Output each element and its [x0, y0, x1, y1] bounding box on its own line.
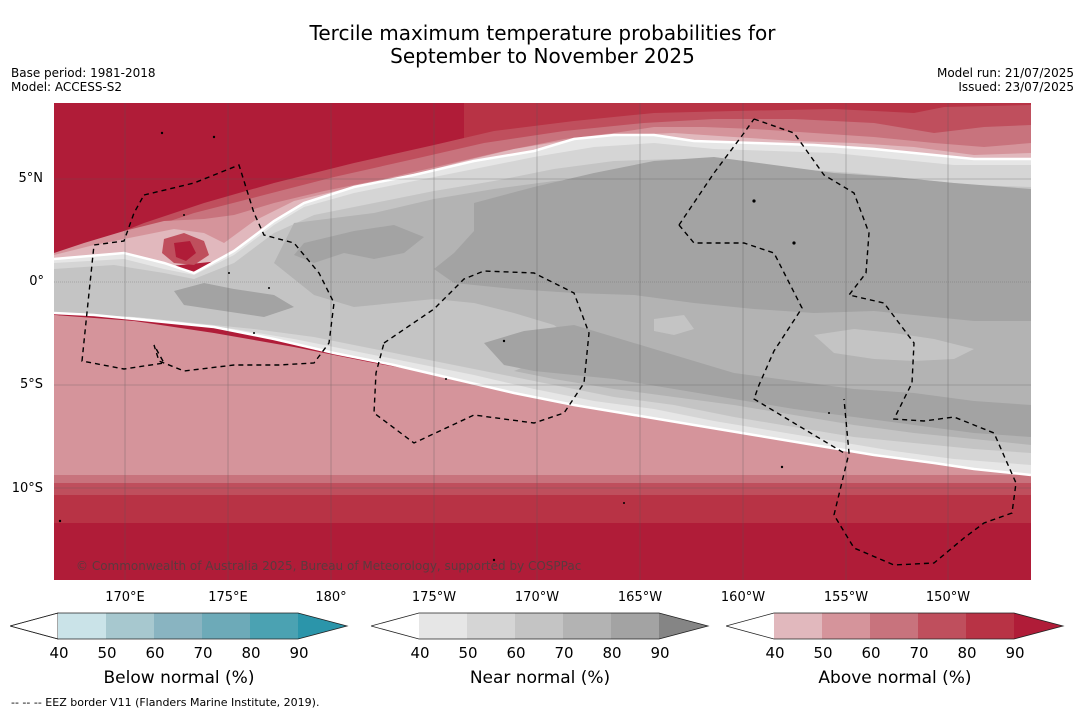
- cb-below-tick-70: 70: [193, 644, 213, 662]
- cb-near-segment-6: [659, 613, 708, 639]
- cb-near-segment-1: [419, 613, 467, 639]
- colorbar-below-normal: [10, 612, 349, 640]
- eez-footnote: -- -- -- EEZ border V11 (Flanders Marine…: [11, 696, 320, 709]
- model-name: Model: ACCESS-S2: [11, 80, 123, 94]
- meta-left: Base period: 1981-2018 Model: ACCESS-S2: [11, 66, 156, 94]
- cb-above-segment-3: [870, 613, 918, 639]
- issued-date: Issued: 23/07/2025: [958, 80, 1074, 94]
- title-line-1: Tercile maximum temperature probabilitie…: [309, 21, 776, 45]
- cb-below-segment-5: [250, 613, 298, 639]
- model-run: Model run: 21/07/2025: [936, 66, 1074, 80]
- lat-label-5n: 5°N: [18, 171, 44, 186]
- cb-above-tick-60: 60: [861, 644, 881, 662]
- cb-above-segment-4: [918, 613, 966, 639]
- near-normal-80-west-patch: [294, 225, 424, 263]
- cb-near-tick-80: 80: [602, 644, 622, 662]
- probability-map: [54, 103, 1031, 580]
- base-period: Base period: 1981-2018: [11, 66, 156, 80]
- cb-above-segment-0: [726, 613, 774, 639]
- cb-near-segment-4: [563, 613, 611, 639]
- cb-below-tick-90: 90: [289, 644, 309, 662]
- cb-below-title: Below normal (%): [103, 668, 255, 688]
- lat-label-0: 0°: [29, 274, 44, 289]
- cb-above-tick-70: 70: [909, 644, 929, 662]
- island-markers: [58, 131, 830, 562]
- cb-above-tick-80: 80: [957, 644, 977, 662]
- lon-label-165w: 165°W: [617, 590, 663, 605]
- lon-label-170e: 170°E: [105, 590, 145, 605]
- cb-below-tick-60: 60: [145, 644, 165, 662]
- cb-above-segment-2: [822, 613, 870, 639]
- lat-label-5s: 5°S: [19, 377, 43, 392]
- cb-above-title: Above normal (%): [818, 668, 972, 688]
- colorbar-near-normal: [371, 612, 710, 640]
- near-normal-boundary-north: [54, 133, 1031, 275]
- meta-right: Model run: 21/07/2025 Issued: 23/07/2025: [937, 66, 1074, 94]
- lon-label-175w: 175°W: [411, 590, 457, 605]
- map-title: Tercile maximum temperature probabilitie…: [0, 22, 1085, 68]
- cb-near-segment-5: [611, 613, 659, 639]
- cb-above-segment-6: [1014, 613, 1063, 639]
- cb-near-tick-60: 60: [506, 644, 526, 662]
- lat-label-10s: 10°S: [11, 481, 43, 496]
- cb-near-tick-50: 50: [458, 644, 478, 662]
- cb-above-segment-5: [966, 613, 1014, 639]
- near-normal-boundary-south: [54, 311, 1031, 477]
- cb-near-segment-0: [371, 613, 419, 639]
- eez-border-north-line: [678, 224, 845, 454]
- cb-below-segment-1: [58, 613, 106, 639]
- cb-below-tick-80: 80: [241, 644, 261, 662]
- lon-label-175e: 175°E: [208, 590, 248, 605]
- cb-near-segment-2: [467, 613, 515, 639]
- cb-near-tick-40: 40: [410, 644, 430, 662]
- cb-near-tick-90: 90: [650, 644, 670, 662]
- cb-below-segment-4: [202, 613, 250, 639]
- copyright-text: © Commonwealth of Australia 2025, Bureau…: [76, 559, 582, 573]
- eez-borders: [81, 118, 1017, 566]
- cb-below-tick-50: 50: [97, 644, 117, 662]
- colorbar-above-normal: [726, 612, 1065, 640]
- near-normal-80-north-patch: [434, 157, 1031, 321]
- cb-above-segment-1: [774, 613, 822, 639]
- near-normal-60-inset-east: [814, 329, 974, 361]
- cb-below-segment-0: [10, 612, 59, 640]
- near-normal-60-inset-mid: [654, 315, 694, 335]
- lon-label-180: 180°: [315, 590, 347, 605]
- title-line-2: September to November 2025: [390, 44, 695, 68]
- lon-label-155w: 155°W: [823, 590, 869, 605]
- cb-below-tick-40: 40: [49, 644, 69, 662]
- eez-border-north-line-top: [678, 118, 755, 226]
- cb-near-segment-3: [515, 613, 563, 639]
- eez-border-phoenix: [373, 270, 590, 444]
- cb-near-tick-70: 70: [554, 644, 574, 662]
- above-normal-hotspot-core: [174, 241, 196, 261]
- cb-above-tick-40: 40: [765, 644, 785, 662]
- lon-label-170w: 170°W: [514, 590, 560, 605]
- cb-above-tick-90: 90: [1005, 644, 1025, 662]
- lon-label-150w: 150°W: [925, 590, 971, 605]
- near-normal-80-south-patch: [484, 325, 1031, 437]
- cb-below-segment-6: [298, 613, 347, 639]
- graticule: [54, 103, 1031, 580]
- cb-below-segment-2: [106, 613, 154, 639]
- cb-near-title: Near normal (%): [469, 668, 611, 688]
- cb-below-segment-3: [154, 613, 202, 639]
- eez-border-line-islands: [753, 118, 1017, 566]
- near-normal-80-west-patch-2: [174, 283, 294, 317]
- cb-above-tick-50: 50: [813, 644, 833, 662]
- lon-label-160w: 160°W: [720, 590, 766, 605]
- eez-border-kiribati-gilberts: [81, 164, 335, 372]
